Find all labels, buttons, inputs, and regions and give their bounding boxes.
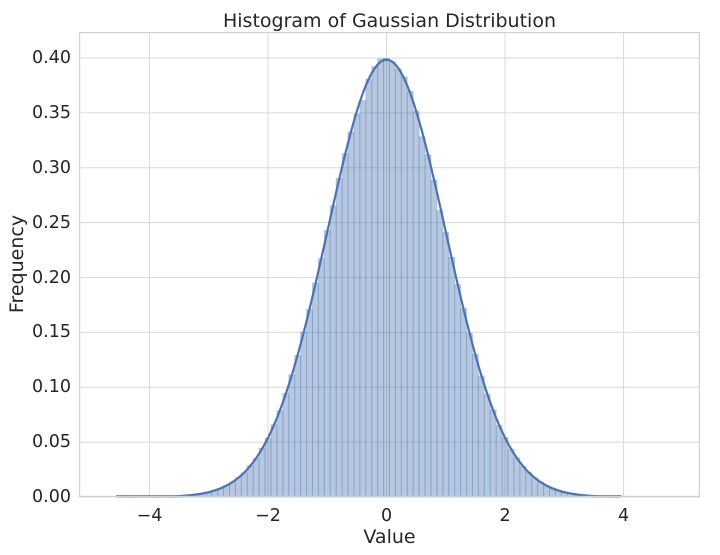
histogram-bar bbox=[424, 154, 432, 498]
histogram-bar bbox=[507, 448, 515, 498]
histogram-bar bbox=[448, 256, 456, 498]
plot-area bbox=[79, 32, 700, 498]
histogram-bar bbox=[377, 58, 385, 498]
histogram-bar bbox=[394, 68, 402, 498]
histogram-bar bbox=[400, 76, 408, 498]
histogram-bar bbox=[294, 354, 302, 498]
histogram-bar bbox=[412, 110, 420, 498]
histogram-bar bbox=[471, 353, 479, 498]
histogram-bar bbox=[489, 409, 497, 498]
histogram-bar bbox=[454, 284, 462, 498]
histogram-bar bbox=[276, 410, 284, 498]
histogram-bar bbox=[347, 131, 355, 498]
chart-title: Histogram of Gaussian Distribution bbox=[222, 10, 556, 32]
histogram-bar bbox=[531, 477, 539, 498]
histogram-bar bbox=[246, 465, 254, 498]
histogram-bar bbox=[495, 424, 503, 498]
y-axis-label: Frequency bbox=[6, 214, 28, 314]
histogram-bar bbox=[270, 424, 278, 498]
histogram-bar bbox=[513, 457, 521, 498]
histogram-bar bbox=[282, 392, 290, 498]
x-tick-label: 2 bbox=[499, 506, 511, 526]
histogram-bar bbox=[329, 205, 337, 498]
x-tick-label: −4 bbox=[136, 506, 163, 526]
x-tick-label: 0 bbox=[380, 506, 393, 526]
histogram-bar bbox=[240, 472, 248, 498]
histogram-bar bbox=[353, 113, 361, 498]
axes-spine bbox=[79, 32, 700, 497]
histogram-bar bbox=[389, 61, 396, 498]
histogram-bar bbox=[501, 436, 509, 498]
histogram-bar bbox=[306, 308, 313, 498]
y-tick-label: 0.00 bbox=[32, 487, 71, 507]
histogram-bar bbox=[466, 332, 473, 498]
histogram-bar bbox=[323, 230, 331, 498]
histogram-bar bbox=[483, 393, 491, 498]
y-tick-label: 0.25 bbox=[32, 212, 71, 233]
x-axis-label: Value bbox=[363, 526, 416, 548]
histogram-bar bbox=[418, 136, 426, 498]
histogram-bar bbox=[335, 177, 343, 498]
histogram-bar bbox=[365, 78, 373, 498]
y-tick-label: 0.10 bbox=[32, 377, 71, 398]
histogram-bar bbox=[383, 57, 391, 498]
histogram-bar bbox=[252, 457, 260, 498]
kde-curve bbox=[115, 58, 622, 498]
histogram-bar bbox=[311, 282, 319, 498]
y-tick-label: 0.20 bbox=[32, 267, 71, 288]
histogram-bar bbox=[288, 374, 296, 498]
histogram-bar bbox=[436, 210, 444, 498]
histogram-bar bbox=[264, 437, 272, 498]
histogram-bar bbox=[258, 447, 266, 498]
histogram-bar bbox=[300, 331, 308, 498]
y-tick-label: 0.05 bbox=[32, 432, 71, 453]
histogram-bar bbox=[519, 465, 527, 498]
y-tick-label: 0.15 bbox=[32, 322, 71, 343]
histogram-bar bbox=[460, 307, 468, 498]
histogram-bar bbox=[442, 231, 450, 498]
y-tick-label: 0.40 bbox=[32, 48, 71, 68]
histogram-bar bbox=[430, 179, 438, 498]
x-tick-label: 4 bbox=[617, 506, 630, 526]
histogram-bar bbox=[317, 258, 325, 498]
histogram-bar bbox=[406, 90, 414, 498]
histogram-bar bbox=[371, 66, 379, 498]
y-tick-label: 0.35 bbox=[32, 102, 71, 123]
y-tick-label: 0.30 bbox=[32, 157, 71, 178]
histogram-bar bbox=[477, 375, 485, 498]
histogram-bar bbox=[359, 99, 367, 498]
histogram-bar bbox=[341, 153, 349, 498]
x-tick-label: −2 bbox=[255, 506, 281, 526]
